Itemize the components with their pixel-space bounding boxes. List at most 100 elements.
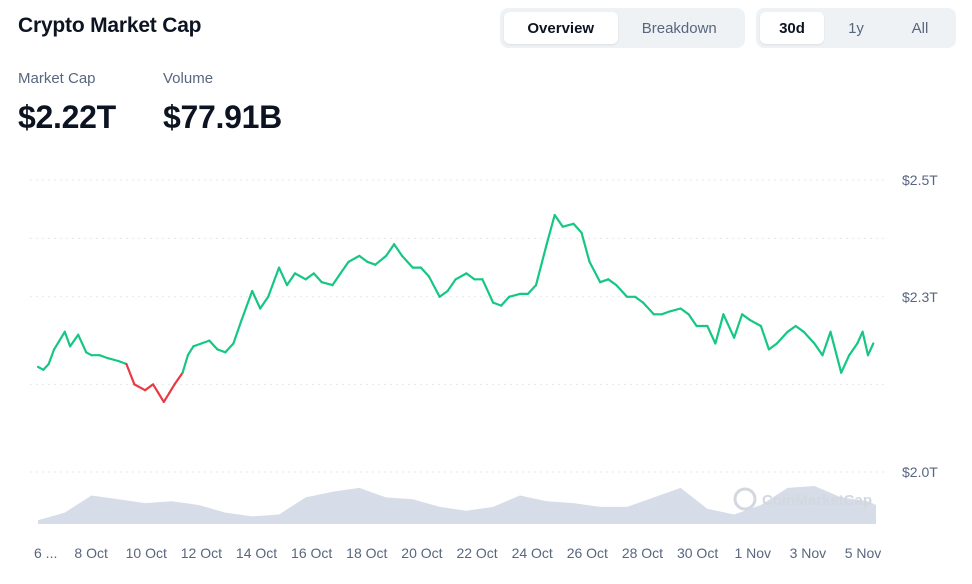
price-line-segment [802, 330, 816, 345]
price-line-segment [767, 342, 779, 351]
price-line-segment [285, 272, 297, 287]
price-line-segment [794, 324, 805, 333]
volume-value: $77.91B [163, 99, 282, 135]
price-line-segment [144, 383, 155, 392]
price-line-segment [52, 330, 66, 351]
tab-overview[interactable]: Overview [504, 12, 618, 44]
price-line-segment [465, 272, 476, 281]
view-toggle: Overview Breakdown [500, 8, 745, 48]
price-line-segment [706, 324, 717, 345]
price-line-segment [687, 313, 698, 328]
watermark: CoinMarketCap [733, 487, 872, 511]
price-line-segment [446, 278, 457, 293]
price-line-segment [224, 342, 235, 354]
x-tick-label: 30 Oct [677, 545, 718, 561]
price-line-segment [385, 243, 396, 258]
x-tick-label: 1 Nov [734, 545, 771, 561]
price-line-segment [374, 254, 388, 266]
price-line-segment [162, 392, 171, 403]
y-tick-label: $2.5T [902, 172, 938, 188]
price-line-segment [181, 354, 189, 374]
x-tick-label: 16 Oct [291, 545, 332, 561]
price-line-segment [641, 301, 655, 316]
price-line-segment [427, 275, 441, 298]
price-line-segment [259, 295, 270, 310]
price-line-segment [861, 330, 870, 357]
price-line-segment [157, 392, 165, 403]
watermark-text: CoinMarketCap [762, 492, 872, 509]
price-line-segment [508, 292, 522, 298]
price-line-segment [526, 283, 538, 295]
price-line-segment [320, 281, 334, 287]
price-line-segment [481, 278, 495, 304]
x-tick-label: 26 Oct [567, 545, 608, 561]
price-line-segment [192, 342, 203, 348]
price-line-segment [168, 383, 176, 395]
price-line-segment [68, 333, 80, 348]
price-line-segment [393, 243, 404, 258]
price-line-segment [77, 333, 88, 354]
market-cap-chart[interactable]: $2.5T $2.3T $2.0T 6 ... 8 Oct 10 Oct 12 Oct 14… [0, 160, 972, 584]
price-line-segment [152, 383, 160, 395]
volume-label: Volume [163, 70, 214, 87]
price-line-segment [572, 222, 583, 234]
price-line-segment [660, 310, 671, 316]
price-line-segment [545, 213, 556, 246]
price-line-segment [125, 362, 136, 386]
price-line-segment [312, 272, 323, 284]
x-tick-label: 5 Nov [845, 545, 882, 561]
price-line-segment [347, 254, 361, 263]
x-tick-label: 14 Oct [236, 545, 277, 561]
price-line-segment [607, 278, 618, 287]
coinmarketcap-logo-icon [733, 487, 757, 511]
price-line-segment [293, 272, 307, 281]
price-line-segment [63, 330, 72, 348]
price-line-segment [401, 254, 414, 269]
price-line-segment [848, 342, 859, 357]
price-line-segment [856, 330, 864, 345]
range-1y-button[interactable]: 1y [848, 19, 864, 37]
price-line-segment [668, 307, 682, 313]
price-line-segment [331, 272, 342, 287]
price-line-segment [208, 339, 219, 351]
price-line-segment [492, 301, 503, 307]
x-tick-label: 20 Oct [401, 545, 442, 561]
price-line-segment [599, 278, 610, 284]
price-line-segment [240, 289, 254, 322]
price-line-segment [47, 348, 56, 366]
price-line-segment [173, 371, 184, 386]
price-line-segment [304, 272, 315, 281]
price-line-segment [740, 313, 752, 322]
price-line-segment [98, 354, 109, 360]
price-line-segment [786, 324, 797, 333]
price-line-segment [732, 313, 744, 339]
price-line-segment [358, 254, 369, 263]
x-tick-label: 22 Oct [456, 545, 497, 561]
price-line-segment [216, 348, 227, 354]
volume-area [38, 486, 876, 524]
price-line-segment [759, 324, 771, 351]
price-line-segment [419, 266, 430, 278]
price-line-segment [588, 260, 602, 284]
price-line-segment [267, 266, 281, 298]
price-line-segment [438, 289, 449, 298]
price-line-segment [813, 342, 824, 357]
price-line-segment [829, 330, 843, 374]
range-all-button[interactable]: All [911, 19, 929, 37]
x-tick-label: 6 ... [34, 545, 57, 561]
price-line-segment [553, 213, 564, 228]
price-line-segment [251, 289, 262, 310]
price-line-segment [454, 272, 468, 281]
tab-breakdown[interactable]: Breakdown [641, 19, 717, 37]
price-line-segment [561, 222, 575, 228]
price-line-segment [42, 362, 50, 371]
price-line-segment [775, 330, 789, 345]
market-cap-label: Market Cap [18, 70, 96, 87]
x-tick-label: 18 Oct [346, 545, 387, 561]
price-line-segment [366, 260, 377, 266]
range-30d-button[interactable]: 30d [760, 12, 824, 44]
price-line-segment [633, 295, 645, 304]
price-line-segment [840, 354, 851, 374]
market-cap-stat: Market Cap $2.22T [18, 70, 116, 136]
volume-stat: Volume $77.91B [163, 70, 282, 136]
